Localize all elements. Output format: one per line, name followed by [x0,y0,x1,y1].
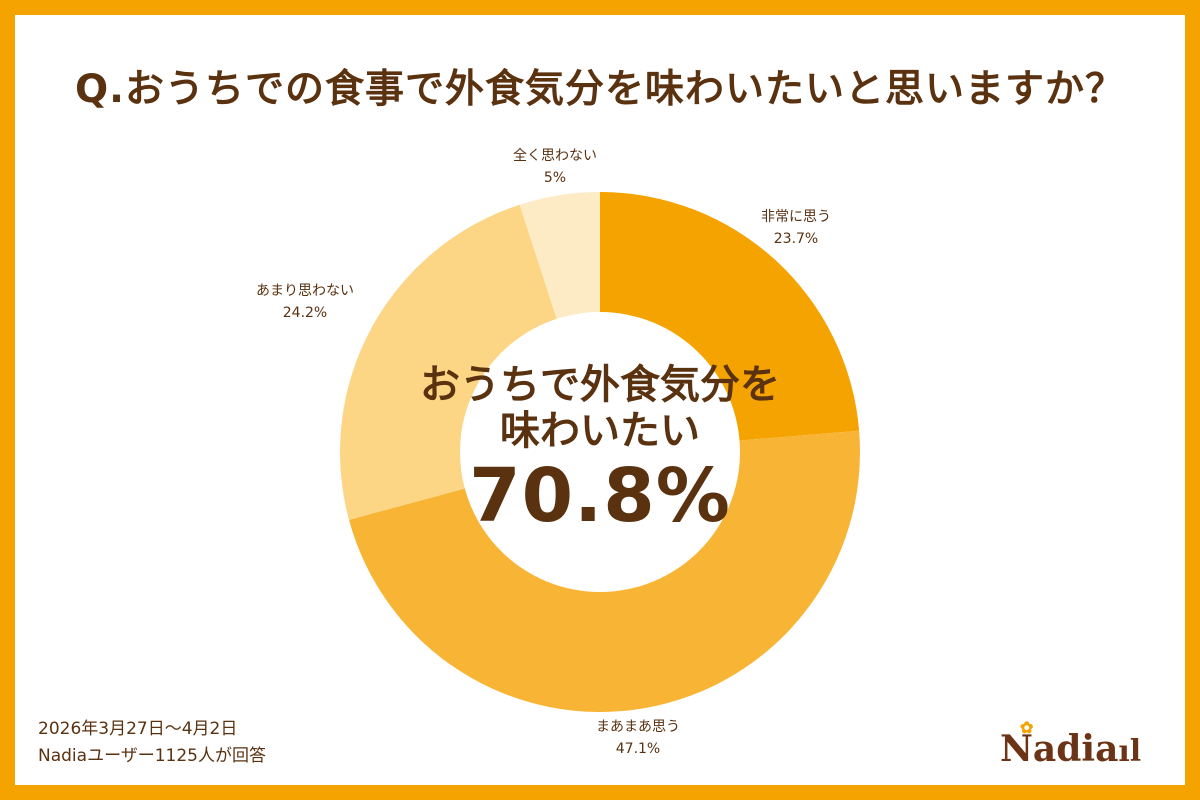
label-pct: 24.2% [282,305,328,321]
respondent-count: Nadiaユーザー1125人が回答 [38,746,266,766]
chart-title: Q.おうちでの食事で外食気分を味わいたいと思いますか？ [75,67,1125,112]
label-pct: 5% [543,170,567,186]
label-name: 非常に思う [761,209,831,225]
label-name: あまり思わない [256,283,354,299]
center-line2: 味わいたい [500,408,700,454]
footer-info: 2026年3月27日～4月2日 Nadiaユーザー1125人が回答 [38,716,266,770]
label-name: 全く思わない [513,148,597,164]
label-somewhat: まあまあ思う 47.1% [596,716,680,760]
label-pct: 47.1% [615,741,661,757]
label-pct: 23.7% [773,231,819,247]
label-not-at-all: 全く思わない 5% [513,145,597,189]
center-line1: おうちで外食気分を [420,362,780,408]
label-not-much: あまり思わない 24.2% [256,280,354,324]
cutlery-icon: ıl [1118,734,1142,769]
flower-icon: ✿ [1020,718,1034,737]
survey-period: 2026年3月27日～4月2日 [38,719,238,739]
nadia-logo: ✿ Nadiaıl [1000,718,1142,770]
label-very-much: 非常に思う 23.7% [761,206,831,250]
logo-text: Nadia [1000,728,1119,770]
center-annotation: おうちで外食気分を 味わいたい 70.8% [420,362,780,538]
center-value: 70.8% [469,453,731,539]
donut-hole [460,312,740,592]
label-name: まあまあ思う [596,719,680,735]
